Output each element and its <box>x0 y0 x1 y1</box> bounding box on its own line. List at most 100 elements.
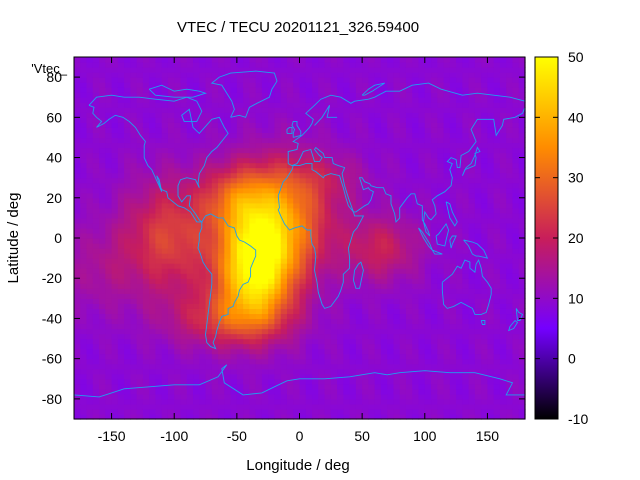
heatmap-cell <box>193 227 200 234</box>
heatmap-cell <box>280 343 288 350</box>
heatmap-cell <box>393 222 401 229</box>
heatmap-cell <box>343 227 351 234</box>
heatmap-cell <box>499 142 507 149</box>
heatmap-cell <box>487 72 495 78</box>
heatmap-cell <box>274 368 282 375</box>
heatmap-cell <box>424 368 432 375</box>
heatmap-cell <box>186 202 194 209</box>
heatmap-cell <box>155 408 163 415</box>
heatmap-cell <box>387 348 395 355</box>
heatmap-cell <box>299 67 307 73</box>
heatmap-cell <box>443 258 451 264</box>
heatmap-cell <box>424 258 432 264</box>
heatmap-cell <box>318 328 326 335</box>
heatmap-cell <box>387 353 395 360</box>
heatmap-cell <box>286 303 294 309</box>
heatmap-cell <box>355 298 363 304</box>
heatmap-cell <box>449 162 457 169</box>
heatmap-cell <box>261 57 269 63</box>
heatmap-cell <box>74 303 81 309</box>
heatmap-cell <box>481 263 489 269</box>
heatmap-cell <box>180 227 188 234</box>
heatmap-cell <box>218 303 225 309</box>
heatmap-cell <box>462 192 470 199</box>
heatmap-cell <box>86 102 94 108</box>
heatmap-cell <box>443 313 451 320</box>
heatmap-cell <box>449 308 457 315</box>
heatmap-cell <box>412 132 420 139</box>
heatmap-cell <box>412 142 420 149</box>
heatmap-cell <box>268 333 276 340</box>
heatmap-cell <box>474 383 482 390</box>
heatmap-cell <box>280 172 288 179</box>
heatmap-cell <box>393 107 401 113</box>
heatmap-cell <box>462 157 470 164</box>
heatmap-cell <box>86 212 94 219</box>
heatmap-cell <box>468 182 476 189</box>
heatmap-cell <box>443 122 451 128</box>
heatmap-cell <box>249 132 257 139</box>
heatmap-cell <box>343 222 351 229</box>
heatmap-cell <box>149 62 157 68</box>
heatmap-cell <box>355 112 363 118</box>
heatmap-cell <box>449 333 457 340</box>
heatmap-cell <box>487 182 495 189</box>
heatmap-cell <box>92 57 100 63</box>
heatmap-cell <box>243 313 250 320</box>
heatmap-cell <box>105 187 113 194</box>
heatmap-cell <box>142 243 150 249</box>
heatmap-cell <box>211 378 219 385</box>
heatmap-cell <box>337 202 344 209</box>
heatmap-cell <box>174 207 182 214</box>
heatmap-cell <box>243 157 250 164</box>
heatmap-cell <box>443 343 451 350</box>
heatmap-cell <box>161 187 169 194</box>
heatmap-cell <box>443 288 451 294</box>
heatmap-cell <box>86 393 94 400</box>
heatmap-cell <box>268 202 276 209</box>
heatmap-cell <box>437 117 445 123</box>
heatmap-cell <box>443 243 451 249</box>
heatmap-cell <box>199 293 207 299</box>
heatmap-cell <box>180 57 188 63</box>
heatmap-cell <box>99 212 106 219</box>
heatmap-cell <box>243 243 250 249</box>
heatmap-cell <box>474 278 482 284</box>
heatmap-cell <box>124 408 131 415</box>
heatmap-cell <box>468 72 476 78</box>
heatmap-cell <box>180 217 188 224</box>
heatmap-cell <box>456 192 463 199</box>
heatmap-cell <box>105 57 113 63</box>
heatmap-cell <box>180 288 188 294</box>
heatmap-cell <box>205 207 213 214</box>
heatmap-cell <box>330 147 338 154</box>
heatmap-cell <box>443 328 451 335</box>
heatmap-cell <box>243 102 250 108</box>
heatmap-cell <box>362 273 369 279</box>
heatmap-cell <box>243 137 250 144</box>
heatmap-cell <box>374 72 382 78</box>
heatmap-cell <box>255 248 263 254</box>
heatmap-cell <box>124 328 131 335</box>
heatmap-cell <box>130 363 138 370</box>
heatmap-cell <box>255 147 263 154</box>
heatmap-cell <box>418 62 426 68</box>
heatmap-cell <box>230 323 238 330</box>
heatmap-cell <box>230 258 238 264</box>
heatmap-cell <box>155 413 163 420</box>
heatmap-cell <box>393 197 401 204</box>
heatmap-cell <box>305 363 313 370</box>
heatmap-cell <box>393 328 401 335</box>
heatmap-cell <box>330 263 338 269</box>
heatmap-cell <box>142 62 150 68</box>
heatmap-cell <box>305 152 313 159</box>
heatmap-cell <box>130 318 138 325</box>
heatmap-cell <box>117 152 125 159</box>
heatmap-cell <box>186 268 194 274</box>
heatmap-cell <box>230 117 238 123</box>
heatmap-cell <box>355 263 363 269</box>
heatmap-cell <box>474 127 482 134</box>
heatmap-cell <box>474 137 482 144</box>
heatmap-cell <box>286 378 294 385</box>
heatmap-cell <box>186 127 194 134</box>
